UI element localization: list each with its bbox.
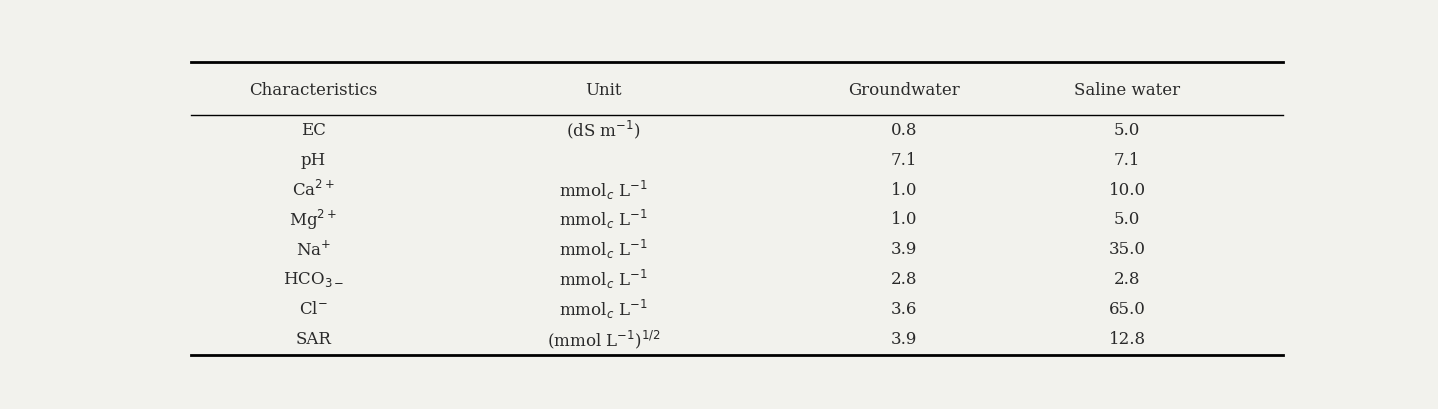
- Text: Cl$^{-}$: Cl$^{-}$: [299, 301, 328, 318]
- Text: Unit: Unit: [585, 81, 621, 99]
- Text: 35.0: 35.0: [1109, 241, 1146, 258]
- Text: Na$^{+}$: Na$^{+}$: [296, 240, 331, 259]
- Text: 3.6: 3.6: [892, 301, 917, 318]
- Text: mmol$_c$ L$^{-1}$: mmol$_c$ L$^{-1}$: [559, 238, 647, 261]
- Text: Groundwater: Groundwater: [848, 81, 961, 99]
- Text: mmol$_c$ L$^{-1}$: mmol$_c$ L$^{-1}$: [559, 268, 647, 291]
- Text: (mmol L$^{-1}$)$^{1/2}$: (mmol L$^{-1}$)$^{1/2}$: [546, 328, 660, 351]
- Text: 1.0: 1.0: [892, 211, 917, 229]
- Text: (dS m$^{-1}$): (dS m$^{-1}$): [567, 119, 640, 142]
- Text: 5.0: 5.0: [1114, 121, 1140, 139]
- Text: Saline water: Saline water: [1074, 81, 1181, 99]
- Text: 12.8: 12.8: [1109, 331, 1146, 348]
- Text: 65.0: 65.0: [1109, 301, 1146, 318]
- Text: HCO$_{3-}$: HCO$_{3-}$: [283, 270, 344, 289]
- Text: 2.8: 2.8: [892, 271, 917, 288]
- Text: 2.8: 2.8: [1114, 271, 1140, 288]
- Text: 10.0: 10.0: [1109, 182, 1146, 198]
- Text: 0.8: 0.8: [892, 121, 917, 139]
- Text: mmol$_c$ L$^{-1}$: mmol$_c$ L$^{-1}$: [559, 178, 647, 202]
- Text: Mg$^{2+}$: Mg$^{2+}$: [289, 208, 338, 232]
- Text: 5.0: 5.0: [1114, 211, 1140, 229]
- Text: 7.1: 7.1: [1114, 152, 1140, 169]
- Text: mmol$_c$ L$^{-1}$: mmol$_c$ L$^{-1}$: [559, 298, 647, 321]
- Text: pH: pH: [301, 152, 326, 169]
- Text: mmol$_c$ L$^{-1}$: mmol$_c$ L$^{-1}$: [559, 208, 647, 231]
- Text: 1.0: 1.0: [892, 182, 917, 198]
- Text: 7.1: 7.1: [892, 152, 917, 169]
- Text: EC: EC: [301, 121, 326, 139]
- Text: Characteristics: Characteristics: [249, 81, 378, 99]
- Text: 3.9: 3.9: [892, 241, 917, 258]
- Text: 3.9: 3.9: [892, 331, 917, 348]
- Text: SAR: SAR: [296, 331, 331, 348]
- Text: Ca$^{2+}$: Ca$^{2+}$: [292, 180, 335, 200]
